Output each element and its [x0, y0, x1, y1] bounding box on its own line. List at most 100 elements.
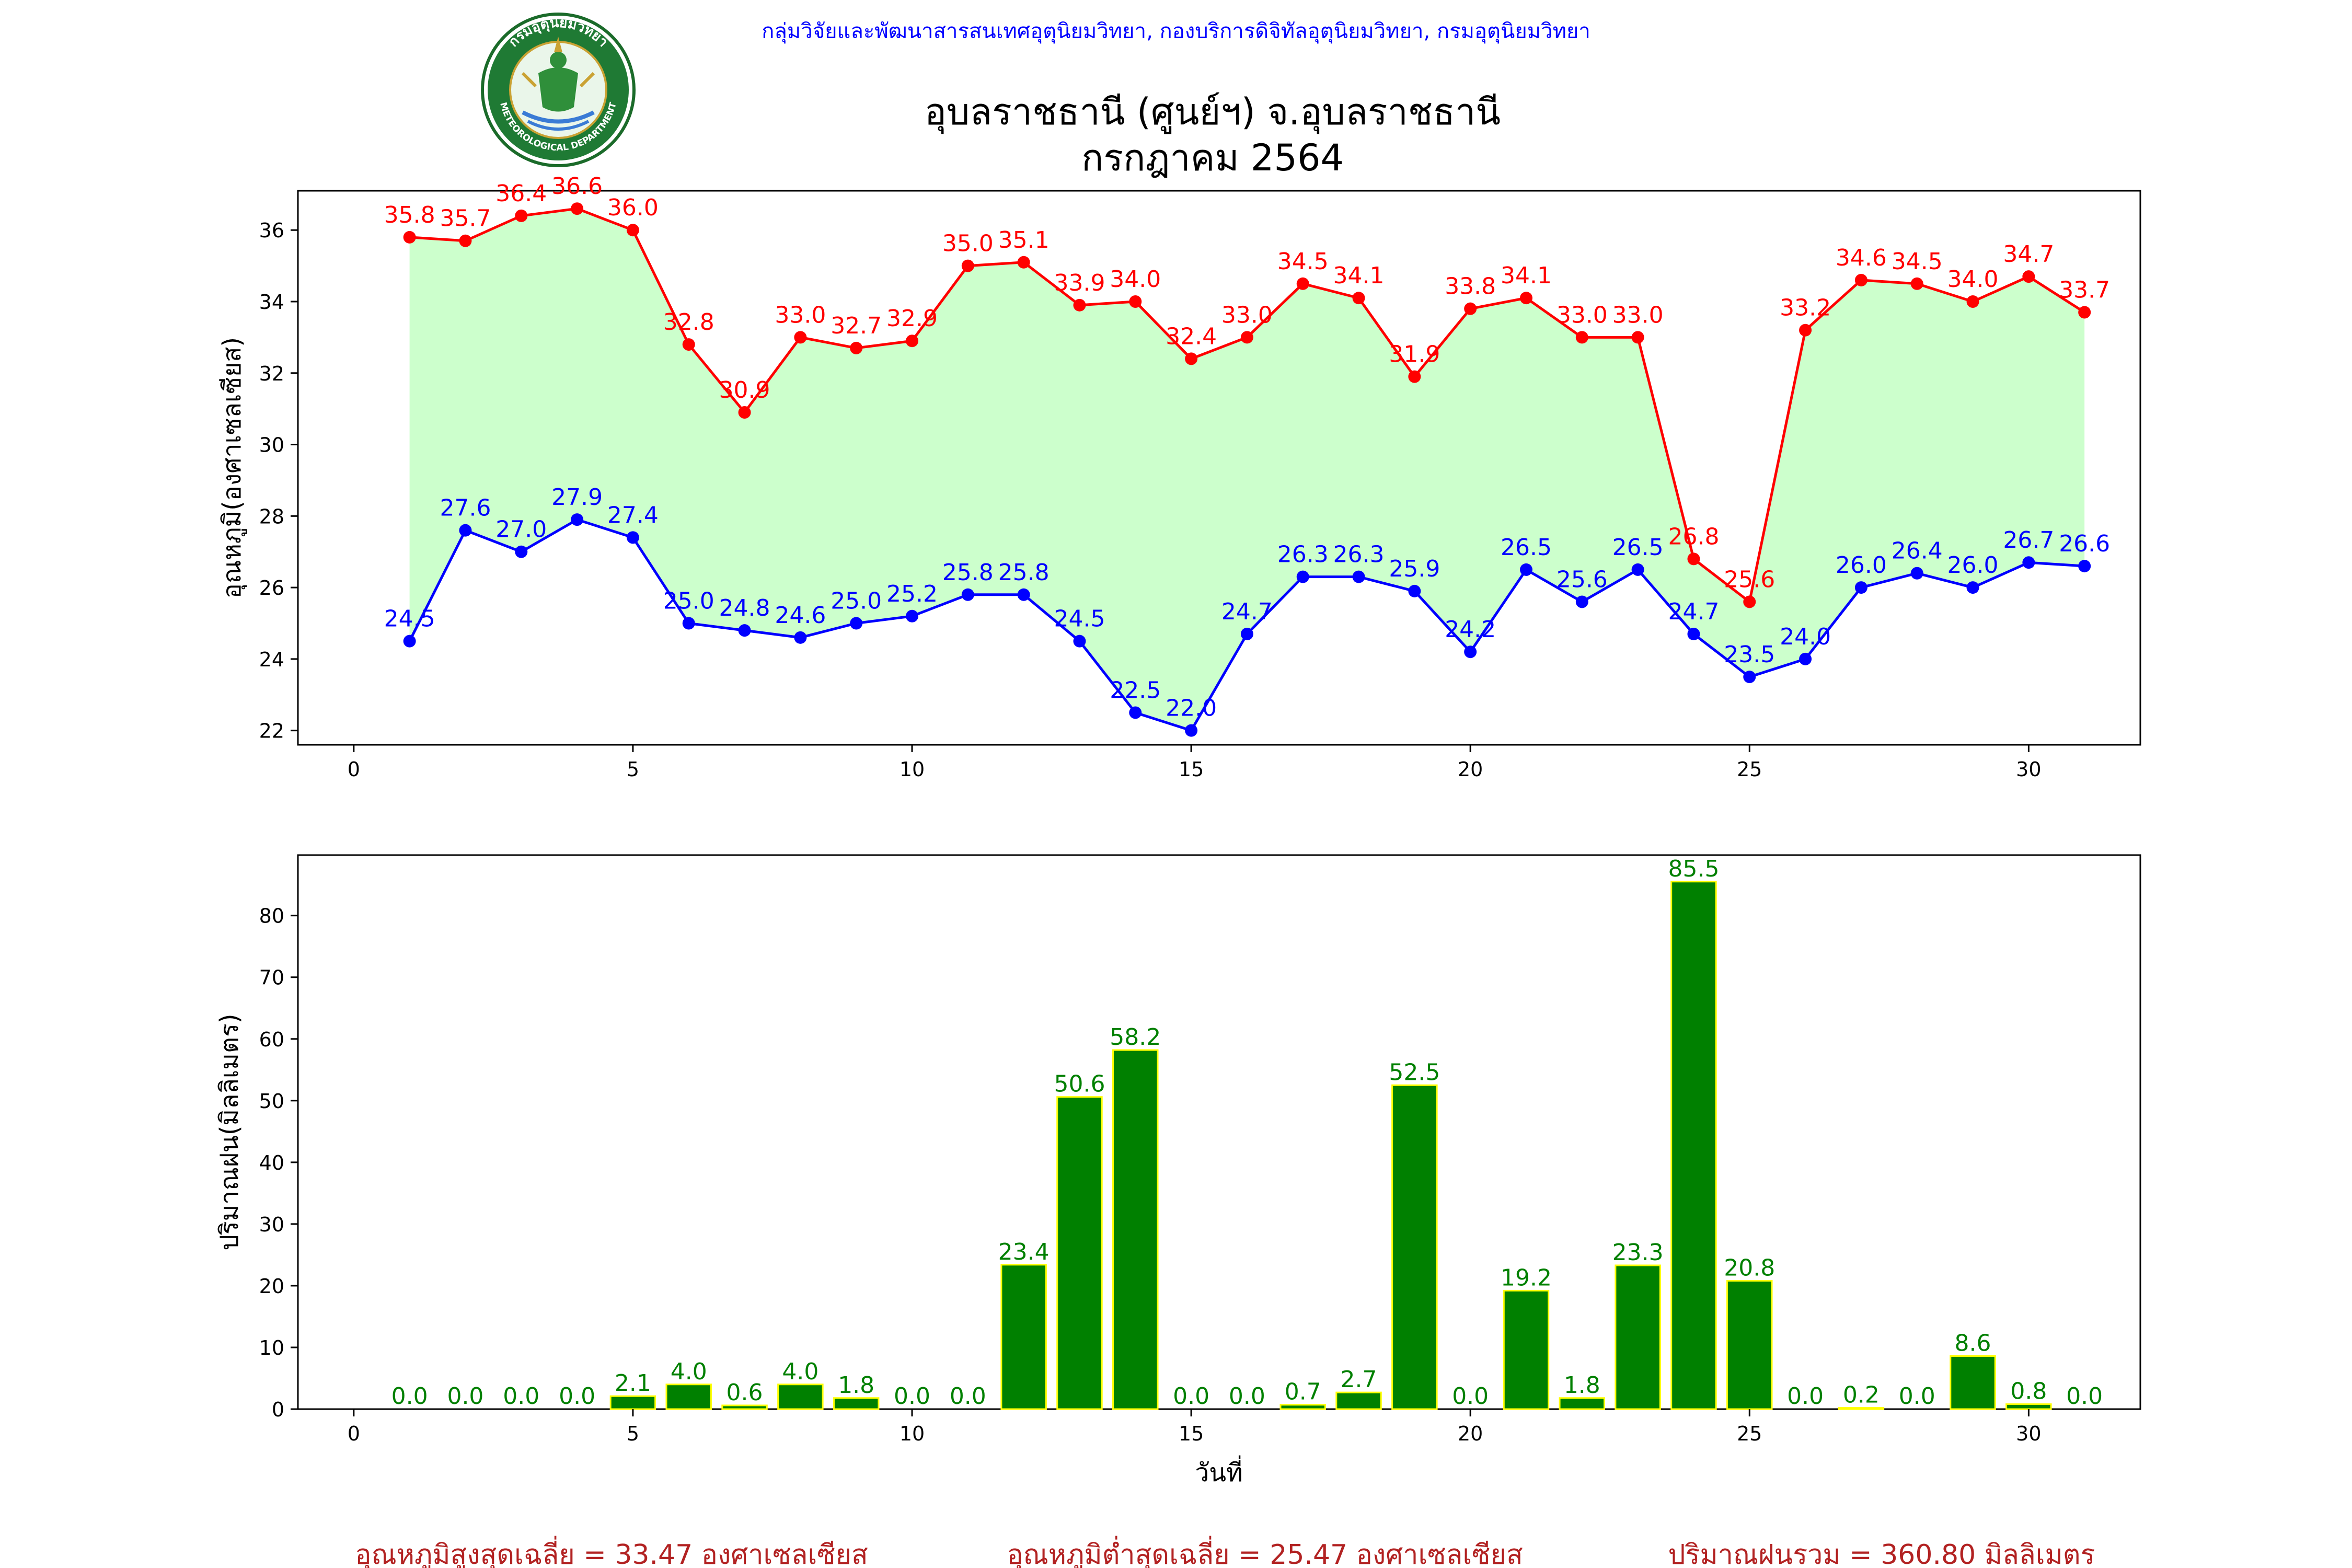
min-temp-label: 24.8 [719, 595, 770, 621]
max-temp-point [1129, 295, 1142, 308]
min-temp-label: 24.6 [775, 602, 826, 629]
rainfall-bar [609, 1395, 656, 1410]
rainfall-value-label: 0.0 [447, 1383, 483, 1410]
rainfall-bar [665, 1383, 712, 1410]
min-temp-point [1854, 581, 1867, 594]
min-temp-label: 26.4 [1892, 538, 1943, 564]
rainfall-value-label: 4.0 [782, 1358, 818, 1385]
min-temp-label: 22.5 [1110, 677, 1161, 704]
max-temp-label: 36.4 [495, 180, 547, 207]
max-temp-label: 33.0 [775, 302, 826, 328]
max-temp-point [571, 202, 584, 215]
max-temp-label: 33.7 [2059, 277, 2110, 304]
temperature-chart: 35.8 24.5 35.7 27.6 36.4 27.0 36.6 27.9 36.0 27.4… [217, 173, 2141, 781]
rainfall-value-label: 0.0 [559, 1383, 595, 1410]
x-tick-label: 10 [900, 1422, 925, 1445]
max-temp-label: 35.7 [440, 205, 491, 232]
min-temp-point [1520, 563, 1532, 576]
rainfall-value-label: 2.7 [1341, 1366, 1377, 1393]
logo-deity-figure [521, 37, 595, 131]
max-temp-point [1017, 256, 1030, 269]
y-tick-label: 22 [259, 720, 284, 743]
min-temp-point [1352, 570, 1365, 583]
rainfall-value-label: 0.0 [1899, 1383, 1935, 1410]
max-temp-point [459, 234, 472, 247]
min-temp-label: 26.6 [2059, 531, 2110, 557]
max-temp-point [682, 338, 695, 351]
max-temp-label: 35.0 [942, 230, 994, 257]
temperature-y-axis-label: อุณหภูมิ(องศาเซลเซียส) [217, 337, 247, 598]
rainfall-bar [1503, 1289, 1550, 1410]
rainfall-value-label: 0.0 [1173, 1383, 1209, 1410]
min-temp-point [961, 588, 974, 601]
min-temp-point [1240, 628, 1253, 640]
max-temp-label: 34.1 [1501, 262, 1552, 289]
summary-avg-min: อุณหภูมิต่ำสุดเฉลี่ย = 25.47 องศาเซลเซีย… [1007, 1536, 1523, 1568]
rainfall-value-label: 85.5 [1668, 856, 1719, 882]
rainfall-value-label: 19.2 [1501, 1264, 1552, 1291]
max-temp-point [1240, 331, 1253, 344]
min-temp-label: 25.8 [998, 559, 1050, 586]
max-temp-point [1408, 370, 1421, 383]
y-tick-label: 34 [259, 291, 284, 314]
max-temp-point [403, 230, 416, 244]
max-temp-point [1185, 352, 1198, 365]
x-tick-label: 30 [2016, 758, 2041, 781]
y-tick-label: 40 [259, 1151, 284, 1174]
min-temp-point [1687, 628, 1700, 640]
rainfall-bar [1838, 1407, 1885, 1410]
min-temp-point [1129, 706, 1142, 719]
max-temp-label: 35.8 [384, 202, 435, 228]
rainfall-bar [1391, 1084, 1438, 1410]
max-temp-label: 34.7 [2003, 241, 2054, 268]
max-temp-point [626, 224, 639, 237]
min-temp-point [682, 617, 695, 630]
x-tick-label: 15 [1179, 758, 1204, 781]
max-temp-label: 26.8 [1668, 523, 1719, 550]
rainfall-bar [2005, 1403, 2052, 1410]
max-temp-point [1575, 331, 1588, 344]
min-temp-label: 25.0 [663, 587, 714, 614]
rainfall-bar [1950, 1355, 1996, 1410]
max-temp-point [2022, 270, 2035, 283]
min-temp-label: 24.0 [1780, 624, 1831, 650]
min-temp-label: 26.5 [1612, 534, 1664, 561]
x-tick-label: 15 [1179, 1422, 1204, 1445]
rainfall-value-label: 0.0 [1787, 1383, 1824, 1410]
summary-avg-max: อุณหภูมิสูงสุดเฉลี่ย = 33.47 องศาเซลเซีย… [355, 1536, 868, 1568]
min-temp-point [1185, 724, 1198, 737]
max-temp-point [1966, 295, 1979, 308]
min-temp-label: 25.6 [1557, 566, 1608, 593]
max-temp-point [1910, 277, 1923, 290]
max-temp-label: 30.9 [719, 377, 770, 403]
rainfall-chart: 0.0 0.0 0.0 0.0 2.1 4.00.64.01.8 0.0 0.023.450.… [215, 854, 2141, 1488]
max-temp-point [1854, 273, 1867, 286]
min-temp-label: 22.0 [1166, 695, 1217, 722]
y-tick-label: 32 [259, 362, 284, 385]
max-temp-point [906, 335, 918, 348]
min-temp-point [459, 524, 472, 537]
min-temp-label: 25.0 [831, 587, 882, 614]
x-tick-label: 0 [348, 1422, 360, 1445]
max-temp-point [961, 259, 974, 272]
department-logo: กรมอุตุนิยมวิทยา METEOROLOGICAL DEPARTME… [481, 13, 636, 167]
rainfall-value-label: 0.0 [894, 1383, 930, 1410]
min-temp-point [1799, 652, 1812, 665]
min-temp-point [1631, 563, 1644, 576]
min-temp-label: 26.3 [1333, 541, 1385, 568]
y-tick-label: 36 [259, 219, 284, 242]
min-temp-point [626, 531, 639, 544]
min-temp-point [850, 617, 863, 630]
x-tick-label: 5 [627, 1422, 639, 1445]
rainfall-value-label: 0.7 [1285, 1379, 1321, 1405]
rainfall-bar [1335, 1391, 1382, 1410]
min-temp-label: 25.2 [886, 581, 938, 607]
min-temp-label: 24.5 [1054, 606, 1105, 632]
min-temp-point [1743, 671, 1756, 684]
rainfall-y-axis-label: ปริมาณฝน(มิลลิเมตร) [215, 1013, 244, 1250]
min-temp-label: 26.0 [1836, 552, 1887, 579]
rainfall-value-label: 50.6 [1054, 1071, 1105, 1098]
rainfall-value-label: 0.0 [391, 1383, 428, 1410]
rainfall-value-label: 20.8 [1724, 1254, 1775, 1281]
